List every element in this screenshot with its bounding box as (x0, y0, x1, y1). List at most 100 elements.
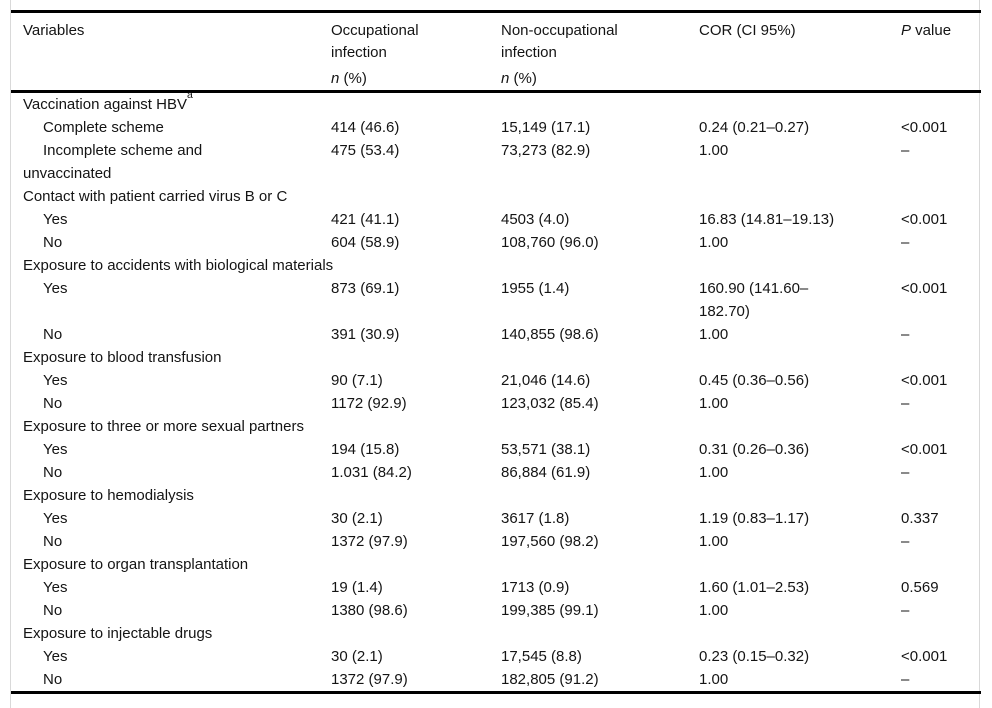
variable-cell: No (11, 668, 331, 694)
cor-cell: 160.90 (141.60– 182.70) (699, 280, 809, 320)
cor-cell: 0.24 (0.21–0.27) (699, 119, 810, 136)
occupational-cell: 1.031 (84.2) (331, 464, 412, 481)
variable-cell: Yes (43, 648, 68, 665)
occupational-cell: 19 (1.4) (331, 579, 383, 596)
occupational-cell: 391 (30.9) (331, 326, 400, 343)
occupational-cell: 90 (7.1) (331, 372, 383, 389)
occupational-cell: 475 (53.4) (331, 142, 400, 159)
p-symbol: P (901, 22, 912, 39)
table-frame: Variables Occupational infection n (%) N… (10, 0, 981, 708)
section-row: Contact with patient carried virus B or … (11, 185, 981, 208)
p-value-cell: – (901, 326, 910, 343)
table-row: No 1172 (92.9) 123,032 (85.4) 1.00 – (11, 392, 981, 415)
section-title: Exposure to hemodialysis (23, 487, 194, 504)
section-row: Exposure to accidents with biological ma… (11, 254, 981, 277)
p-value-cell: <0.001 (901, 648, 948, 665)
occupational-cell: 873 (69.1) (331, 280, 400, 297)
p-value-cell: – (901, 668, 981, 694)
occupational-cell: 421 (41.1) (331, 211, 400, 228)
table-row: No 604 (58.9) 108,760 (96.0) 1.00 – (11, 231, 981, 254)
non-occupational-cell: 197,560 (98.2) (501, 533, 599, 550)
variable-cell: Complete scheme (43, 119, 164, 136)
non-occupational-cell: 86,884 (61.9) (501, 464, 591, 481)
variable-cell: No (43, 533, 63, 550)
section-header: Exposure to three or more sexual partner… (11, 415, 981, 438)
non-occupational-cell: 3617 (1.8) (501, 510, 570, 527)
section-header: Contact with patient carried virus B or … (11, 185, 981, 208)
variable-cell: Yes (43, 372, 68, 389)
non-occupational-cell: 21,046 (14.6) (501, 372, 591, 389)
section-title: Exposure to accidents with biological ma… (23, 257, 334, 274)
occupational-cell: 604 (58.9) (331, 234, 400, 251)
p-value-cell: <0.001 (901, 119, 948, 136)
table-row: Yes 194 (15.8) 53,571 (38.1) 0.31 (0.26–… (11, 438, 981, 461)
n-symbol: n (331, 70, 340, 87)
non-occupational-cell: 73,273 (82.9) (501, 142, 591, 159)
section-header: Exposure to organ transplantation (11, 553, 981, 576)
non-occupational-cell: 1955 (1.4) (501, 280, 570, 297)
table-row: Yes 873 (69.1) 1955 (1.4) 160.90 (141.60… (11, 277, 981, 323)
col-header-variables: Variables (11, 10, 331, 93)
section-header: Exposure to hemodialysis (11, 484, 981, 507)
occupational-cell: 30 (2.1) (331, 648, 383, 665)
variable-cell: No (43, 234, 63, 251)
variable-cell: Incomplete scheme and unvaccinated (23, 142, 203, 182)
cor-cell: 1.00 (699, 142, 729, 159)
table-row: No 1380 (98.6) 199,385 (99.1) 1.00 – (11, 599, 981, 622)
table-header: Variables Occupational infection n (%) N… (11, 10, 981, 93)
cor-cell: 1.00 (699, 533, 729, 550)
cor-cell: 1.00 (699, 464, 729, 481)
table-row: Incomplete scheme and unvaccinated 475 (… (11, 139, 981, 185)
non-occupational-cell: 199,385 (99.1) (501, 602, 599, 619)
p-value-cell: – (901, 533, 910, 550)
footnote-marker: a (186, 89, 193, 101)
variables-label: Variables (23, 22, 85, 39)
statistics-table: Variables Occupational infection n (%) N… (11, 10, 981, 694)
occupational-cell: 1372 (97.9) (331, 533, 408, 550)
p-value-label: P value (901, 20, 981, 42)
table-row: No 391 (30.9) 140,855 (98.6) 1.00 – (11, 323, 981, 346)
p-value-cell: – (901, 142, 910, 159)
n-symbol: n (501, 70, 510, 87)
non-occupational-label: Non-occupational infection (501, 22, 618, 61)
col-header-non-occupational: Non-occupational infection n (%) (501, 10, 699, 93)
table-row: Yes 90 (7.1) 21,046 (14.6) 0.45 (0.36–0.… (11, 369, 981, 392)
section-row: Exposure to organ transplantation (11, 553, 981, 576)
non-occupational-cell: 17,545 (8.8) (501, 648, 582, 665)
p-value-cell: – (901, 234, 910, 251)
occupational-cell: 30 (2.1) (331, 510, 383, 527)
variable-cell: Yes (43, 510, 68, 527)
percent-suffix: (%) (509, 70, 537, 87)
variable-cell: No (43, 464, 63, 481)
table-row: Yes 30 (2.1) 3617 (1.8) 1.19 (0.83–1.17)… (11, 507, 981, 530)
non-occupational-cell: 123,032 (85.4) (501, 395, 599, 412)
p-value-cell: – (901, 395, 910, 412)
col-header-occupational: Occupational infection n (%) (331, 10, 501, 93)
n-percent-label: n (%) (331, 68, 501, 90)
cor-cell: 1.00 (699, 234, 729, 251)
percent-suffix: (%) (339, 70, 367, 87)
variable-cell: Yes (43, 280, 68, 297)
section-header: Exposure to accidents with biological ma… (11, 254, 981, 277)
non-occupational-cell: 1713 (0.9) (501, 579, 570, 596)
section-row: Vaccination against HBVa (11, 89, 981, 117)
section-header: Exposure to injectable drugs (11, 622, 981, 645)
non-occupational-cell: 182,805 (91.2) (501, 668, 699, 694)
cor-cell: 1.60 (1.01–2.53) (699, 579, 810, 596)
section-title: Contact with patient carried virus B or … (23, 188, 288, 205)
cor-cell: 0.31 (0.26–0.36) (699, 441, 810, 458)
section-header: Exposure to blood transfusion (11, 346, 981, 369)
cor-cell: 1.00 (699, 668, 901, 694)
occupational-cell: 1172 (92.9) (331, 395, 407, 412)
cor-cell: 0.23 (0.15–0.32) (699, 648, 810, 665)
non-occupational-cell: 108,760 (96.0) (501, 234, 599, 251)
non-occupational-cell: 15,149 (17.1) (501, 119, 591, 136)
non-occupational-cell: 4503 (4.0) (501, 211, 570, 228)
p-value-cell: – (901, 464, 910, 481)
table-row: Yes 19 (1.4) 1713 (0.9) 1.60 (1.01–2.53)… (11, 576, 981, 599)
section-title: Exposure to injectable drugs (23, 625, 213, 642)
occupational-cell: 194 (15.8) (331, 441, 400, 458)
non-occupational-cell: 53,571 (38.1) (501, 441, 591, 458)
variable-cell: Yes (43, 441, 68, 458)
occupational-cell: 414 (46.6) (331, 119, 400, 136)
